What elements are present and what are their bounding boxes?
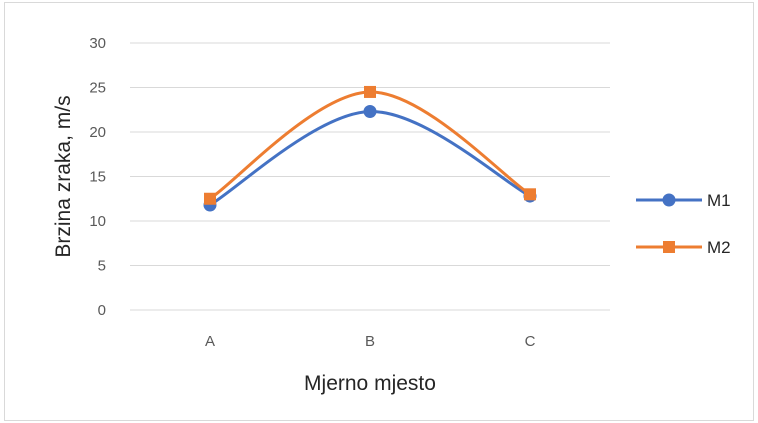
y-axis-title: Brzina zraka, m/s — [52, 95, 75, 257]
legend-item-m1: M1 — [636, 191, 731, 210]
series-layer — [203, 85, 537, 212]
series-m2 — [204, 85, 536, 205]
x-axis-ticks: A B C — [205, 333, 536, 350]
data-point-m2 — [524, 188, 536, 201]
legend-marker — [662, 193, 676, 207]
legend-item-m2: M2 — [636, 238, 731, 257]
y-tick-label: 15 — [89, 169, 106, 186]
y-tick-label: 25 — [89, 80, 106, 97]
y-tick-label: 5 — [98, 258, 106, 275]
x-axis-title: Mjerno mjesto — [304, 372, 436, 395]
y-tick-label: 0 — [98, 302, 106, 319]
legend-label: M1 — [707, 191, 731, 210]
legend: M1 M2 — [636, 191, 731, 257]
y-tick-label: 30 — [89, 35, 106, 52]
y-tick-label: 10 — [89, 213, 106, 230]
data-point-m2 — [204, 192, 216, 205]
data-point-m1 — [363, 105, 377, 119]
gridlines — [130, 42, 610, 266]
y-tick-label: 20 — [89, 124, 106, 141]
legend-marker — [663, 241, 675, 253]
chart-frame — [4, 2, 754, 421]
data-point-m2 — [364, 85, 376, 98]
x-tick-label: C — [525, 333, 536, 350]
legend-label: M2 — [707, 238, 731, 257]
x-tick-label: B — [365, 333, 375, 350]
y-axis-ticks: 0 5 10 15 20 25 30 — [89, 35, 106, 319]
x-tick-label: A — [205, 333, 215, 350]
